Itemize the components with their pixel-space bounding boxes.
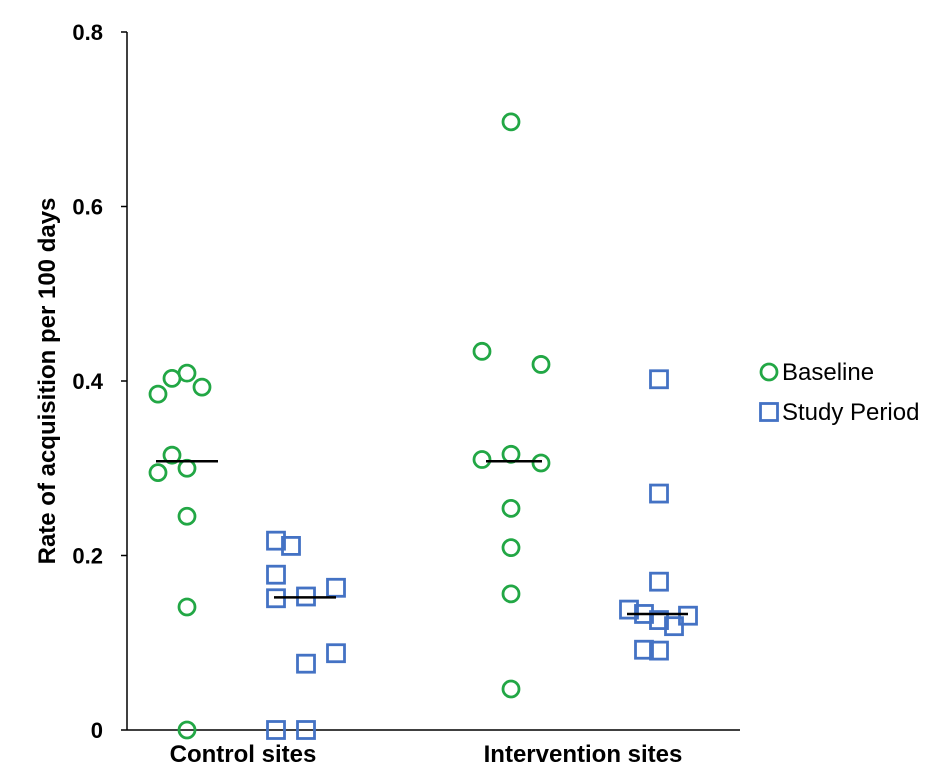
baseline-point: [177, 363, 197, 383]
legend-label: Baseline: [782, 359, 874, 386]
baseline-point: [501, 444, 521, 464]
study-period-point: [266, 720, 286, 740]
baseline-point: [531, 355, 551, 374]
study-period-point: [266, 564, 286, 585]
baseline-point: [177, 720, 197, 740]
baseline-point: [192, 377, 212, 397]
legend-label: Study Period: [782, 399, 919, 426]
study-period-point: [326, 577, 346, 598]
study-period-point: [649, 640, 669, 661]
baseline-point: [472, 450, 492, 469]
baseline-point: [501, 538, 521, 558]
study-period-point: [326, 643, 346, 664]
study-period-point: [649, 483, 669, 504]
study-period-point: [649, 369, 669, 390]
y-tick-label: 0: [91, 718, 103, 743]
x-category-label: Control sites: [170, 741, 317, 768]
baseline-point: [177, 597, 197, 617]
baseline-point: [472, 341, 492, 361]
legend-marker-study-period: [759, 402, 779, 422]
baseline-point: [501, 112, 521, 132]
baseline-point: [148, 384, 168, 404]
baseline-point: [162, 368, 182, 388]
baseline-point: [501, 679, 521, 699]
study-period-point: [664, 616, 684, 637]
x-category-label: Intervention sites: [484, 741, 683, 768]
baseline-point: [177, 506, 197, 526]
axes: 0 0.2 0.4 0.6 0.8 Rate of acquisition per 100…: [34, 20, 740, 768]
y-tick-label: 0.4: [72, 369, 103, 394]
study-period-point: [619, 599, 639, 620]
baseline-point: [501, 498, 521, 518]
study-period-point: [266, 530, 286, 551]
legend-marker-baseline: [759, 362, 779, 382]
study-period-point: [678, 605, 698, 626]
legend: Baseline Study Period: [759, 359, 919, 426]
baseline-point: [531, 453, 551, 473]
study-period-point: [649, 610, 669, 630]
baseline-point: [177, 458, 197, 478]
data-marks: [148, 112, 698, 740]
study-period-point: [634, 639, 654, 660]
study-period-point: [649, 571, 669, 592]
baseline-point: [148, 463, 168, 483]
y-tick-label: 0.6: [72, 195, 103, 220]
y-tick-label: 0.8: [72, 20, 103, 45]
y-axis-title: Rate of acquisition per 100 days: [34, 198, 61, 565]
baseline-point: [162, 445, 182, 465]
study-period-point: [281, 536, 301, 556]
study-period-point: [296, 720, 316, 740]
baseline-point: [501, 584, 521, 604]
y-tick-label: 0.2: [72, 544, 103, 569]
study-period-point: [296, 653, 316, 674]
